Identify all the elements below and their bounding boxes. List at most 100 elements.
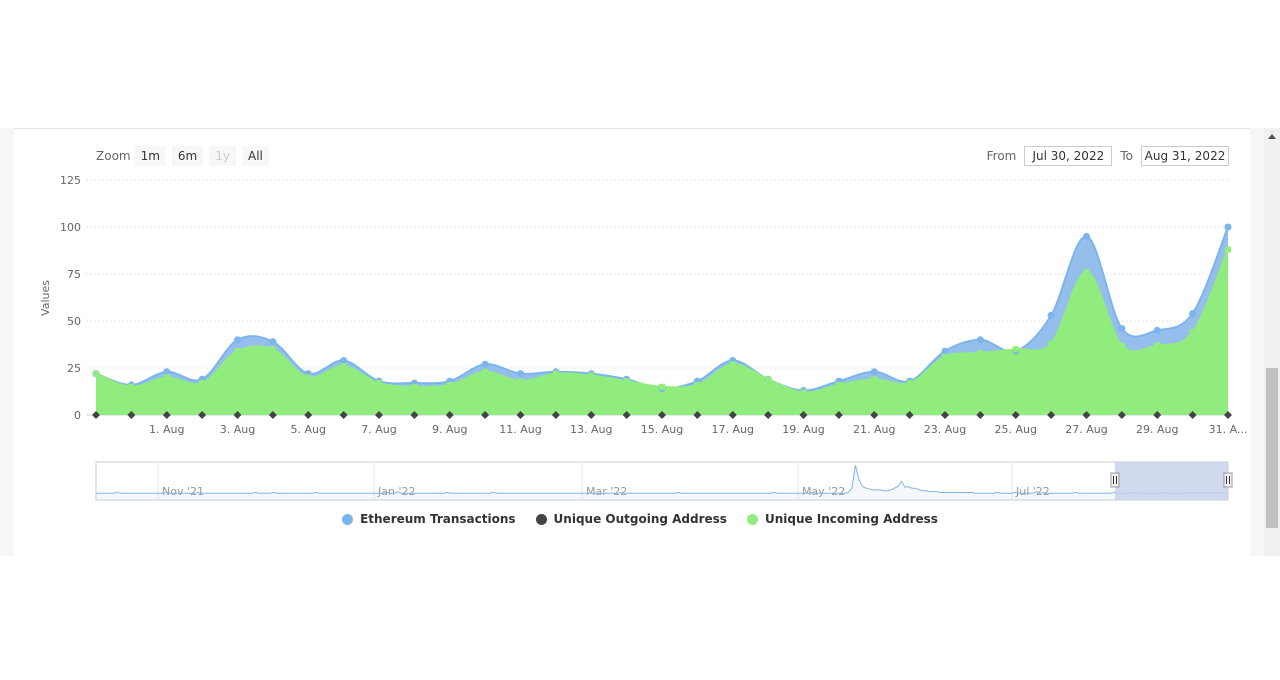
y-tick-label: 25 <box>67 362 81 375</box>
marker-incoming <box>163 374 170 381</box>
x-tick-label: 19. Aug <box>782 423 824 436</box>
marker-incoming <box>659 383 665 390</box>
marker-outgoing <box>622 411 631 419</box>
navigator-line <box>96 465 1229 494</box>
marker-outgoing <box>658 411 666 419</box>
x-tick-label: 11. Aug <box>499 423 541 436</box>
marker-transactions <box>1153 326 1161 334</box>
y-tick-label: 50 <box>67 315 81 328</box>
x-tick-label: 7. Aug <box>361 423 396 436</box>
marker-incoming <box>376 380 382 387</box>
marker-incoming <box>128 383 135 390</box>
navigator: Nov '21 Jan '22 Mar '22 May '22 Jul '22 <box>95 461 1233 501</box>
marker-transactions <box>340 356 348 364</box>
x-tick-label: 31. A... <box>1209 423 1248 436</box>
to-date-input[interactable] <box>1141 146 1229 166</box>
legend-label: Ethereum Transactions <box>360 512 516 526</box>
legend-label: Unique Incoming Address <box>764 512 938 526</box>
marker-incoming <box>340 363 347 370</box>
marker-incoming <box>623 378 630 385</box>
marker-incoming <box>1012 346 1019 353</box>
navigator-label: May '22 <box>802 485 845 498</box>
legend-item-outgoing[interactable]: Unique Outgoing Address <box>535 512 727 526</box>
marker-outgoing <box>1188 411 1197 419</box>
x-tick-label: 15. Aug <box>641 423 683 436</box>
legend-dot-icon <box>342 513 354 525</box>
x-tick-label: 25. Aug <box>995 423 1037 436</box>
marker-incoming <box>906 380 913 387</box>
marker-incoming <box>1154 342 1161 349</box>
marker-transactions <box>1047 311 1055 319</box>
marker-incoming <box>800 389 807 396</box>
page-scrollbar[interactable] <box>1264 128 1280 556</box>
scroll-thumb[interactable] <box>1266 368 1278 528</box>
zoom-6m-button[interactable]: 6m <box>171 146 204 166</box>
marker-outgoing <box>728 411 737 419</box>
scroll-up-arrow-icon[interactable] <box>1268 134 1276 139</box>
zoom-label: Zoom <box>96 149 131 163</box>
marker-incoming <box>269 346 276 353</box>
marker-outgoing <box>1047 411 1056 419</box>
marker-outgoing <box>976 411 985 419</box>
page-gutter-left <box>0 128 14 556</box>
marker-incoming <box>729 361 736 368</box>
marker-transactions <box>1189 309 1197 317</box>
marker-outgoing <box>1153 411 1162 419</box>
date-range-selector: From To <box>979 146 1229 166</box>
marker-incoming <box>1048 340 1055 347</box>
marker-incoming <box>1118 342 1125 349</box>
zoom-all-button[interactable]: All <box>242 146 269 166</box>
marker-outgoing <box>1224 411 1232 419</box>
marker-incoming <box>517 378 524 385</box>
y-tick-label: 75 <box>67 268 81 281</box>
legend-item-transactions[interactable]: Ethereum Transactions <box>342 512 516 526</box>
marker-outgoing <box>92 411 100 419</box>
marker-transactions <box>163 368 171 376</box>
navigator-area <box>96 465 1228 500</box>
x-tick-label: 17. Aug <box>712 423 754 436</box>
navigator-selection <box>1115 462 1228 500</box>
from-date-input[interactable] <box>1024 146 1113 166</box>
legend-dot-icon <box>746 513 758 525</box>
marker-incoming <box>765 376 772 383</box>
marker-outgoing <box>905 411 914 419</box>
marker-transactions <box>269 338 277 346</box>
marker-incoming <box>482 368 489 375</box>
zoom-1m-button[interactable]: 1m <box>134 146 166 166</box>
marker-outgoing <box>870 411 879 419</box>
marker-incoming <box>446 381 453 388</box>
marker-outgoing <box>1082 411 1091 419</box>
series-markers <box>92 223 1232 419</box>
zoom-controls: Zoom 1m 6m 1y All <box>96 146 275 166</box>
marker-incoming <box>234 348 241 355</box>
marker-incoming <box>552 370 559 377</box>
marker-outgoing <box>693 411 702 419</box>
marker-outgoing <box>799 411 808 419</box>
marker-outgoing <box>375 411 383 419</box>
series-areas <box>95 226 1229 415</box>
marker-outgoing <box>764 411 773 419</box>
zoom-1y-button[interactable]: 1y <box>209 146 236 166</box>
marker-transactions <box>1083 232 1090 240</box>
marker-incoming <box>411 383 418 390</box>
legend-item-incoming[interactable]: Unique Incoming Address <box>746 512 938 526</box>
y-tick-label: 100 <box>60 221 81 234</box>
marker-transactions <box>517 370 524 378</box>
marker-outgoing <box>198 411 207 419</box>
x-tick-label: 3. Aug <box>220 423 255 436</box>
marker-outgoing <box>516 411 525 419</box>
x-tick-label: 9. Aug <box>432 423 467 436</box>
navigator-left-handle[interactable] <box>1110 472 1120 488</box>
x-tick-label: 21. Aug <box>853 423 895 436</box>
navigator-right-handle[interactable] <box>1223 472 1233 488</box>
marker-outgoing <box>551 411 560 419</box>
marker-outgoing <box>127 411 136 419</box>
marker-outgoing <box>587 411 596 419</box>
marker-incoming <box>835 381 842 388</box>
marker-transactions <box>234 336 241 344</box>
navigator-label: Jan '22 <box>377 485 415 498</box>
marker-transactions <box>941 347 949 355</box>
y-axis-label: Values <box>39 280 52 316</box>
marker-incoming <box>588 372 595 379</box>
marker-transactions <box>870 368 878 376</box>
